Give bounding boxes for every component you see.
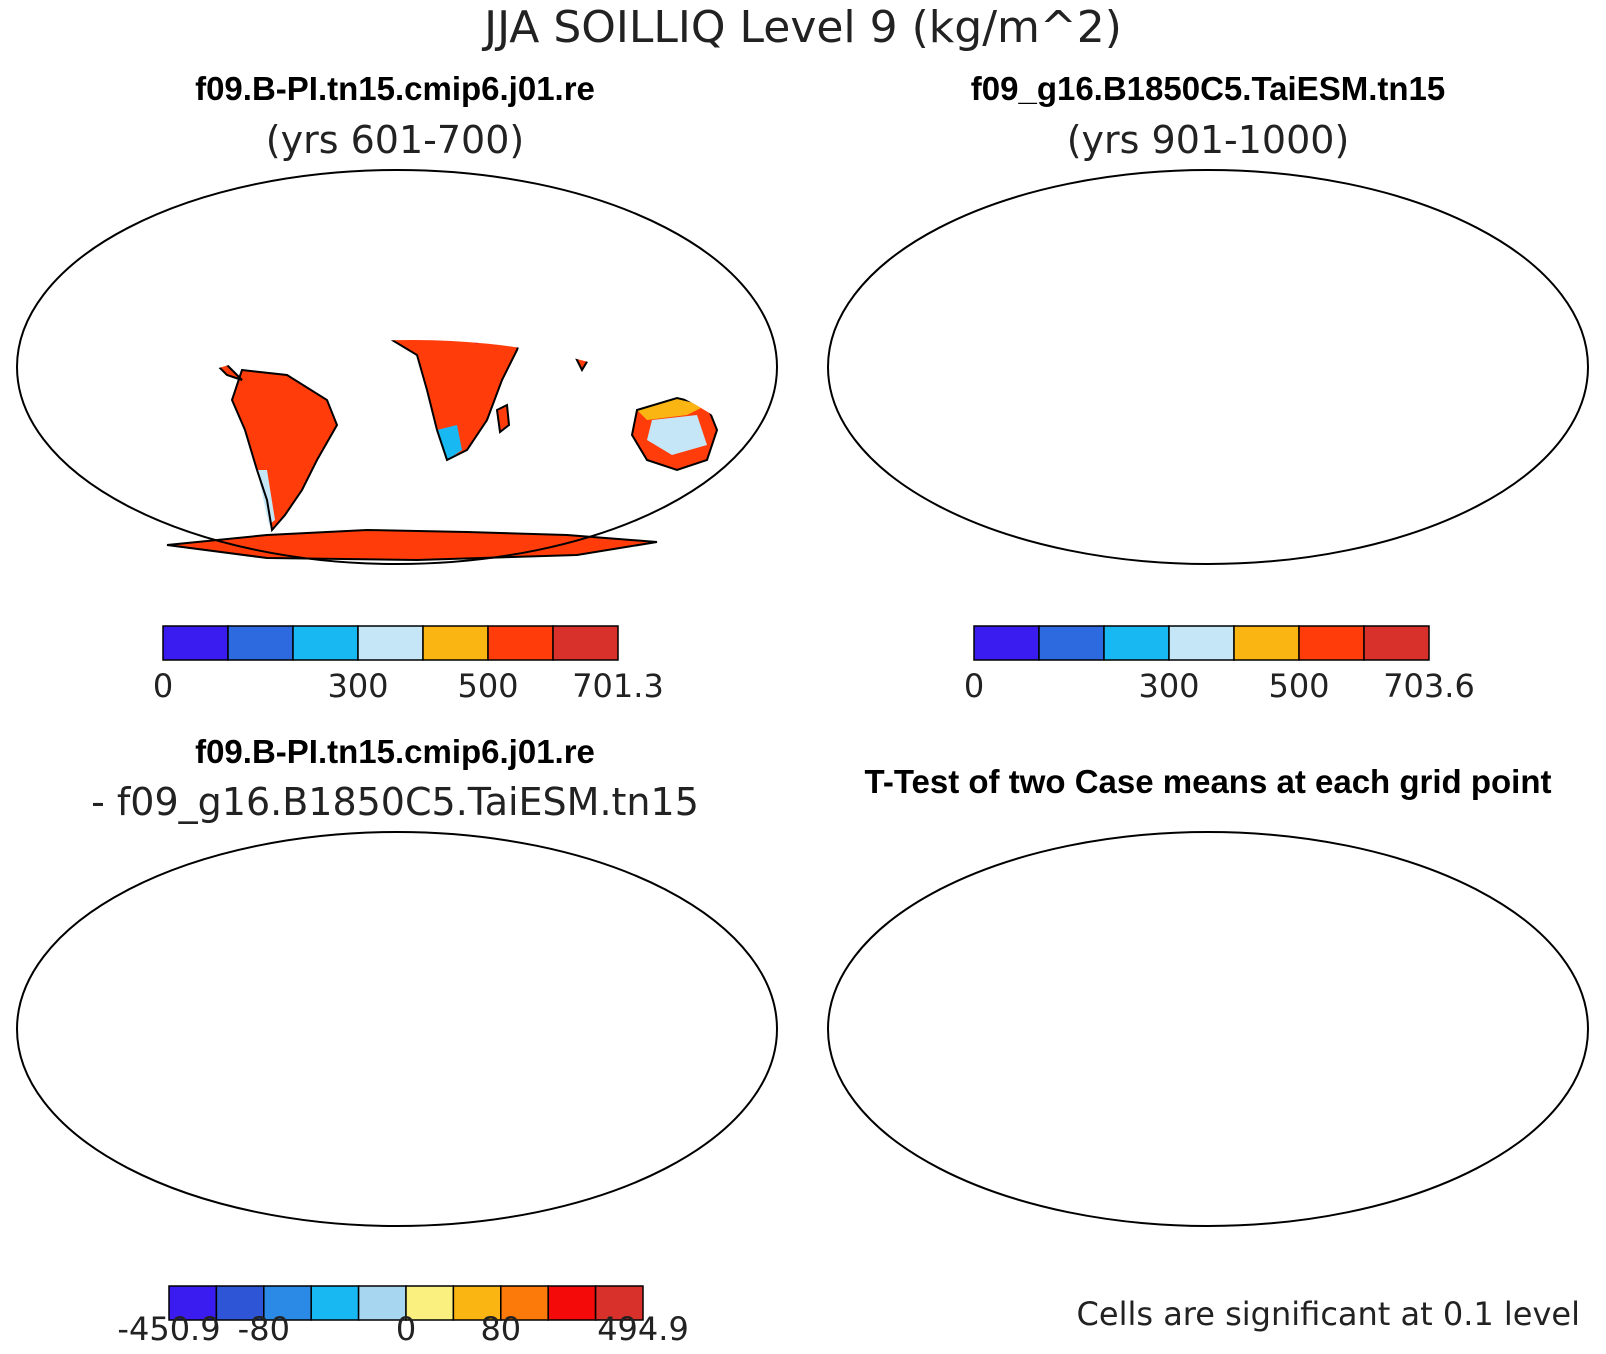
colorbar-swatch	[292, 625, 359, 661]
map-panel-2	[827, 169, 1589, 565]
colorbar-tick-label: 0	[964, 667, 984, 705]
colorbar-swatch	[1298, 625, 1365, 661]
colorbar-tick-label: 300	[327, 667, 388, 705]
panel-1-title: f09.B-PI.tn15.cmip6.j01.re	[195, 70, 595, 107]
colorbar-swatch	[594, 1285, 644, 1321]
colorbar-swatch	[973, 625, 1040, 661]
colorbar-swatch	[547, 1285, 597, 1321]
colorbar-swatch	[422, 625, 489, 661]
colorbar-swatch	[1103, 625, 1170, 661]
panel-3-subtitle: - f09_g16.B1850C5.TaiESM.tn15	[91, 780, 699, 824]
colorbar-swatch	[1233, 625, 1300, 661]
colorbar-tick-label: -450.9	[117, 1310, 220, 1348]
panel-3-title: f09.B-PI.tn15.cmip6.j01.re	[195, 733, 595, 770]
panel-2-subtitle: (yrs 901-1000)	[1066, 118, 1350, 162]
colorbar-swatch	[1363, 625, 1430, 661]
colorbar-swatch	[162, 625, 229, 661]
main-title: JJA SOILLIQ Level 9 (kg/m^2)	[484, 2, 1122, 53]
colorbar-swatch	[552, 625, 619, 661]
colorbar-swatch	[1168, 625, 1235, 661]
colorbar-tick-label: 500	[1268, 667, 1329, 705]
significance-note: Cells are significant at 0.1 level	[1076, 1295, 1580, 1333]
colorbar-panel-2: 0 300 500 703.6	[964, 625, 1475, 705]
colorbar-tick-label: 701.3	[572, 667, 664, 705]
colorbar-tick-label: 494.9	[597, 1310, 689, 1348]
colorbar-swatch	[357, 1285, 407, 1321]
colorbar-swatch	[227, 625, 294, 661]
colorbar-swatch	[310, 1285, 360, 1321]
colorbar-swatch	[357, 625, 424, 661]
colorbar-panel-3: -450.9 -80 0 80 494.9	[117, 1285, 689, 1348]
colorbar-tick-label: 703.6	[1383, 667, 1475, 705]
panel-2-title: f09_g16.B1850C5.TaiESM.tn15	[970, 70, 1446, 107]
colorbar-swatch	[263, 1285, 312, 1321]
colorbar-tick-label: 300	[1138, 667, 1199, 705]
colorbar-tick-label: 80	[480, 1310, 521, 1348]
map-panel-3	[16, 831, 778, 1227]
panel-1-subtitle: (yrs 601-700)	[265, 118, 525, 162]
colorbar-panel-1: 0 300 500 701.3	[153, 625, 664, 705]
map-panel-4	[827, 831, 1589, 1227]
colorbar-tick-label: 0	[153, 667, 173, 705]
colorbar-swatch	[405, 1285, 455, 1321]
colorbar-tick-label: -80	[238, 1310, 290, 1348]
panel-4-title: T-Test of two Case means at each grid po…	[864, 763, 1552, 800]
map-panel-1	[16, 169, 778, 565]
colorbar-swatch	[1038, 625, 1105, 661]
colorbar-tick-label: 0	[396, 1310, 416, 1348]
colorbar-tick-label: 500	[457, 667, 518, 705]
colorbar-swatch	[487, 625, 554, 661]
